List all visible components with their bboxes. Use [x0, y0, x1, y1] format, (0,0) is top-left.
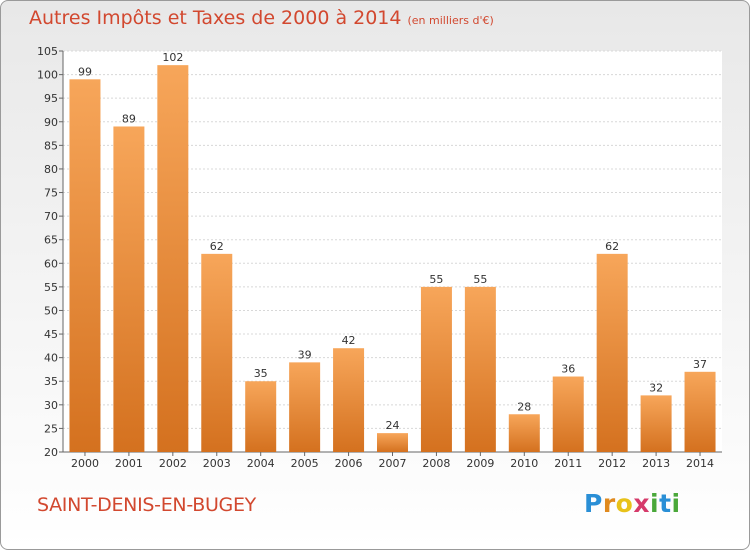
x-tick-label-2011: 2011 [554, 457, 582, 470]
data-label-2000: 99 [78, 65, 92, 78]
data-label-2014: 37 [693, 358, 707, 371]
bar-2003 [201, 253, 233, 452]
y-tick-label: 75 [44, 187, 58, 200]
y-tick-label: 85 [44, 139, 58, 152]
y-tick-label: 95 [44, 92, 58, 105]
y-tick-label: 50 [44, 304, 58, 317]
x-tick-label-2010: 2010 [510, 457, 538, 470]
chart-subtitle: (en milliers d'€) [407, 14, 494, 27]
x-tick-label-2012: 2012 [598, 457, 626, 470]
logo-letter: P [584, 489, 603, 518]
y-tick-label: 100 [37, 69, 58, 82]
data-label-2004: 35 [254, 367, 268, 380]
data-label-2001: 89 [122, 112, 136, 125]
bar-2007 [377, 433, 408, 452]
chart-title: Autres Impôts et Taxes de 2000 à 2014 [29, 7, 402, 29]
proxiti-logo: Proxiti [584, 489, 681, 518]
bar-2012 [596, 253, 628, 452]
logo-letter: t [659, 489, 672, 518]
x-tick-label-2013: 2013 [642, 457, 670, 470]
y-tick-label: 65 [44, 234, 58, 247]
x-tick-label-2003: 2003 [203, 457, 231, 470]
data-label-2009: 55 [473, 273, 487, 286]
x-tick-label-2007: 2007 [379, 457, 407, 470]
bar-2008 [420, 286, 452, 452]
bar-2006 [333, 348, 365, 452]
data-label-2003: 62 [210, 240, 224, 253]
bar-2013 [640, 395, 672, 452]
bar-2001 [113, 126, 145, 452]
title-row: Autres Impôts et Taxes de 2000 à 2014 (en… [29, 7, 494, 29]
y-tick-label: 20 [44, 446, 58, 459]
y-tick-label: 30 [44, 399, 58, 412]
x-tick-label-2014: 2014 [686, 457, 714, 470]
x-tick-label-2009: 2009 [466, 457, 494, 470]
y-tick-label: 60 [44, 257, 58, 270]
logo-letter: o [615, 489, 634, 518]
data-label-2002: 102 [162, 51, 183, 64]
y-tick-label: 45 [44, 328, 58, 341]
bar-2014 [684, 371, 716, 452]
x-tick-label-2000: 2000 [71, 457, 99, 470]
y-tick-label: 80 [44, 163, 58, 176]
bar-2010 [508, 414, 540, 452]
data-label-2007: 24 [386, 419, 400, 432]
commune-name: SAINT-DENIS-EN-BUGEY [37, 494, 256, 516]
logo-letter: x [633, 489, 650, 518]
y-tick-label: 90 [44, 116, 58, 129]
bar-2009 [464, 286, 496, 452]
data-label-2005: 39 [298, 348, 312, 361]
data-label-2006: 42 [342, 334, 356, 347]
logo-letter: i [671, 489, 681, 518]
x-tick-label-2001: 2001 [115, 457, 143, 470]
bar-2011 [552, 376, 584, 452]
x-tick-label-2004: 2004 [247, 457, 275, 470]
y-tick-label: 55 [44, 281, 58, 294]
data-label-2008: 55 [429, 273, 443, 286]
bar-2004 [245, 381, 277, 452]
y-tick-label: 25 [44, 422, 58, 435]
x-tick-label-2008: 2008 [422, 457, 450, 470]
data-label-2013: 32 [649, 381, 663, 394]
logo-letter: r [602, 489, 616, 518]
y-tick-label: 40 [44, 352, 58, 365]
data-label-2010: 28 [517, 400, 531, 413]
x-tick-label-2002: 2002 [159, 457, 187, 470]
logo-letter: i [650, 489, 660, 518]
x-tick-label-2005: 2005 [291, 457, 319, 470]
data-label-2012: 62 [605, 240, 619, 253]
bar-2005 [289, 362, 321, 452]
data-label-2011: 36 [561, 363, 575, 376]
y-tick-label: 35 [44, 375, 58, 388]
bar-2000 [69, 79, 101, 453]
y-tick-label: 70 [44, 210, 58, 223]
x-tick-label-2006: 2006 [335, 457, 363, 470]
y-tick-label: 105 [37, 45, 58, 58]
bar-2002 [157, 65, 189, 452]
